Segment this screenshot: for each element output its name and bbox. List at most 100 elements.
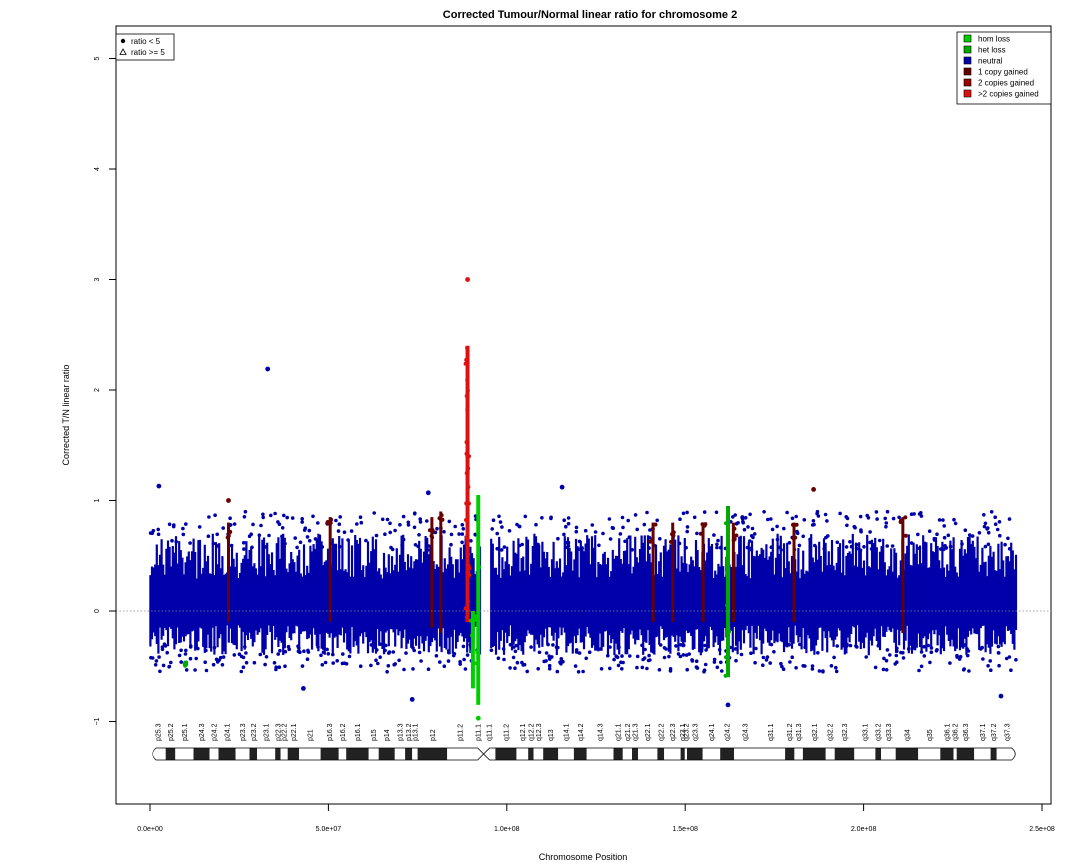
neutral-point [997, 663, 1001, 668]
neutral-point [979, 647, 983, 651]
neutral-point [160, 645, 165, 649]
neutral-point [158, 669, 162, 674]
neutral-point [446, 649, 451, 653]
neutral-point [815, 509, 820, 514]
neutral-point [937, 518, 942, 522]
neutral-point [562, 532, 566, 537]
band-q14.1 [558, 748, 574, 760]
band-q24.1 [702, 748, 721, 760]
neutral-point [858, 548, 863, 552]
neutral-point [787, 643, 791, 647]
neutral-point [523, 514, 528, 519]
neutral-point [378, 642, 383, 646]
neutral-point [733, 513, 737, 517]
neutral-point [769, 545, 774, 549]
neutral-point [577, 651, 582, 655]
band-q22.2 [657, 748, 665, 760]
band-p25.1 [175, 748, 194, 760]
neutral-point [590, 523, 595, 527]
neutral-point [412, 511, 417, 516]
high-gain-point [466, 570, 471, 575]
neutral-point [598, 647, 603, 651]
neutral-point [692, 515, 697, 520]
neutral-point [359, 520, 364, 525]
neutral-point [465, 653, 470, 657]
neutral-point [844, 644, 849, 648]
neutral-point [461, 644, 466, 649]
neutral-point [574, 648, 579, 652]
band-label: q14.2 [578, 723, 585, 741]
neutral-point [197, 525, 202, 529]
neutral-point [555, 669, 560, 674]
neutral-point [1006, 536, 1010, 541]
loss-point [475, 650, 480, 655]
neutral-point [703, 662, 708, 667]
neutral-point [884, 658, 889, 663]
high-gain-point [465, 388, 470, 393]
neutral-point [734, 522, 739, 526]
band-label: p25.1 [182, 723, 189, 741]
neutral-point [249, 532, 253, 536]
neutral-point [540, 516, 544, 520]
neutral-point [536, 542, 540, 547]
neutral-point [739, 652, 744, 657]
neutral-point [841, 643, 845, 648]
y-tick-label: 2 [94, 388, 101, 392]
neutral-point [997, 520, 1002, 524]
gain-point [669, 539, 673, 544]
neutral-point [926, 643, 930, 648]
neutral-point [515, 660, 520, 665]
neutral-point [576, 547, 581, 551]
neutral-point [184, 648, 188, 653]
neutral-point [858, 514, 863, 519]
gain-point [732, 537, 737, 542]
neutral-point [752, 532, 757, 536]
neutral-point [375, 648, 379, 652]
neutral-point [753, 660, 757, 665]
band-label: p14 [384, 729, 391, 741]
high-gain-point [464, 615, 469, 620]
band-label: p13.2 [406, 723, 413, 741]
neutral-point [967, 533, 972, 537]
neutral-point [215, 532, 219, 537]
band-label: q33.3 [886, 723, 893, 741]
high-gain-point [463, 361, 468, 366]
neutral-point [986, 542, 991, 547]
neutral-point [715, 665, 720, 670]
band-label: q11.2 [503, 724, 510, 741]
legend-circle-symbol [120, 38, 126, 44]
gain-point [703, 522, 708, 527]
band-label: p24.2 [212, 723, 219, 741]
neutral-point [798, 642, 802, 647]
neutral-point [153, 663, 158, 667]
band-label: q24.3 [742, 723, 749, 741]
legend-state-label: neutral [978, 57, 1003, 66]
neutral-point [435, 526, 439, 531]
neutral-point [400, 543, 404, 547]
neutral-point [816, 651, 820, 655]
band-label: q14.1 [564, 723, 571, 741]
band-q23.3 [687, 748, 703, 760]
gain-point [429, 533, 434, 538]
neutral-point [750, 526, 755, 531]
neutral-point [564, 545, 568, 550]
neutral-point [780, 664, 784, 669]
loss-point [470, 633, 474, 638]
neutral-point [434, 654, 439, 658]
neutral-point [204, 648, 208, 653]
neutral-point [919, 650, 924, 654]
neutral-point [695, 531, 699, 536]
band-q24.3 [734, 748, 756, 760]
neutral-point [349, 529, 354, 533]
neutral-point [179, 660, 183, 664]
loss-point [470, 649, 475, 654]
neutral-point [581, 669, 585, 674]
neutral-point [401, 537, 406, 542]
neutral-point [587, 650, 592, 654]
neutral-point [873, 665, 878, 670]
neutral-point [418, 520, 423, 524]
band-q23.1 [680, 748, 685, 760]
neutral-point [221, 526, 225, 530]
gain-point [653, 522, 658, 527]
neutral-point [928, 660, 932, 665]
